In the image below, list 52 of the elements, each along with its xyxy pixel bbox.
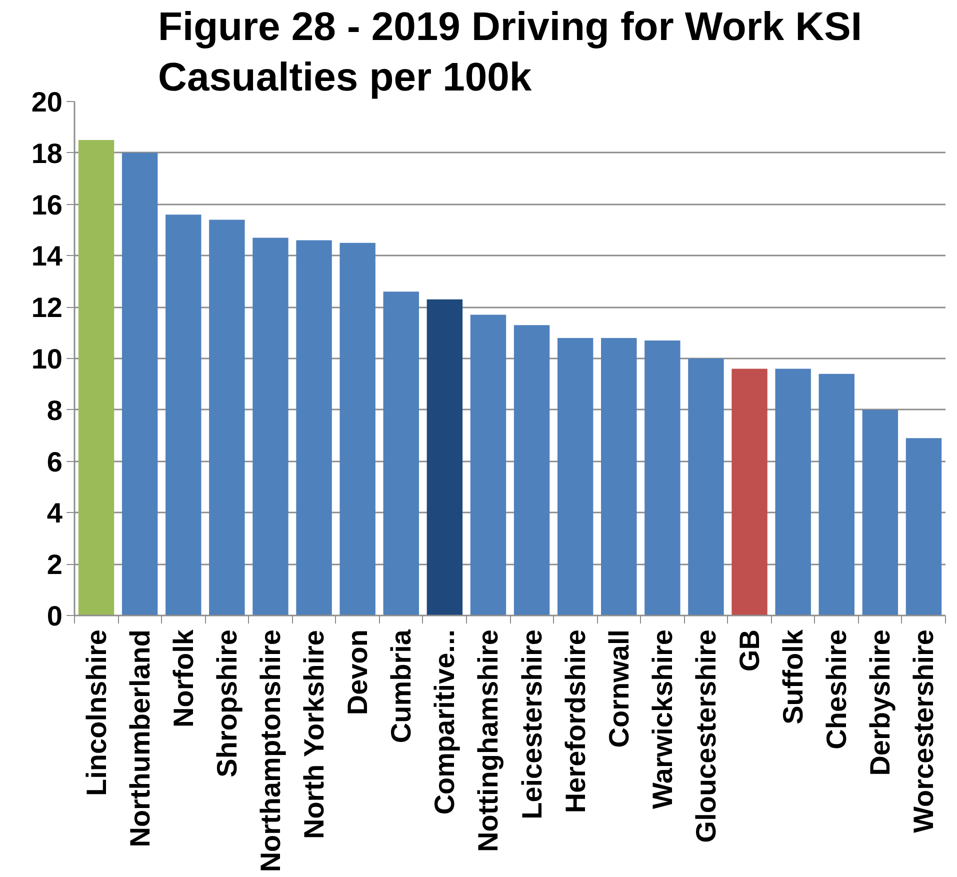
y-tick-label: 4 xyxy=(46,498,63,529)
bar xyxy=(732,368,768,616)
y-tick-label: 18 xyxy=(31,138,63,169)
bar xyxy=(862,410,898,616)
x-tick-label: North Yorkshire xyxy=(298,630,330,840)
bar xyxy=(383,292,419,616)
y-tick-label: 12 xyxy=(31,292,63,324)
x-tick-label: Gloucestershire xyxy=(690,629,722,843)
y-tick-label: 16 xyxy=(31,189,63,220)
x-tick-label: Cornwall xyxy=(603,630,634,748)
bar xyxy=(426,299,463,616)
x-tick-label: Herefordshire xyxy=(560,629,591,814)
bar xyxy=(252,238,288,616)
x-tick-label: Cumbria xyxy=(386,629,417,744)
y-tick-label: 10 xyxy=(31,344,63,374)
x-tick-label: Suffolk xyxy=(778,629,809,724)
bar xyxy=(340,242,376,616)
bar xyxy=(775,368,811,616)
x-tick-label: Devon xyxy=(342,629,374,716)
y-tick-label: 2 xyxy=(46,549,63,580)
bar xyxy=(166,214,202,616)
bar xyxy=(296,240,332,616)
bar xyxy=(122,152,158,616)
chart-title: Figure 28 - 2019 Driving for Work KSI Casualties per 100k xyxy=(158,4,862,100)
x-tick-label: Norfolk xyxy=(168,629,199,728)
bar xyxy=(209,220,245,616)
x-tick-label: Comparitive... xyxy=(429,629,460,815)
bar xyxy=(514,325,550,616)
bar xyxy=(644,340,680,616)
x-tick-label: Northamptonshire xyxy=(254,629,286,872)
y-tick-label: 14 xyxy=(31,240,63,272)
x-tick-label: Lincolnshire xyxy=(80,630,112,796)
y-tick-label: 8 xyxy=(46,394,63,426)
x-tick-label: Derbyshire xyxy=(864,629,896,776)
x-tick-label: Warwickshire xyxy=(646,630,678,809)
x-tick-label: Cheshire xyxy=(821,629,852,750)
bar xyxy=(78,140,114,616)
x-tick-label: Northumberland xyxy=(124,630,156,848)
x-tick-label: GB xyxy=(734,630,766,672)
x-tick-label: Shropshire xyxy=(211,629,242,778)
x-tick-label: Worcestershire xyxy=(908,629,940,833)
y-tick-label: 6 xyxy=(46,446,63,478)
x-tick-label: Leicestershire xyxy=(516,630,548,820)
y-tick-label: 0 xyxy=(46,600,63,632)
y-tick-label: 20 xyxy=(31,86,63,118)
bar xyxy=(906,438,942,616)
bar xyxy=(688,358,724,616)
bar xyxy=(818,374,854,616)
bar xyxy=(470,314,506,616)
bar xyxy=(557,338,594,616)
bar xyxy=(601,338,637,616)
x-tick-label: Nottinghamshire xyxy=(472,629,504,852)
